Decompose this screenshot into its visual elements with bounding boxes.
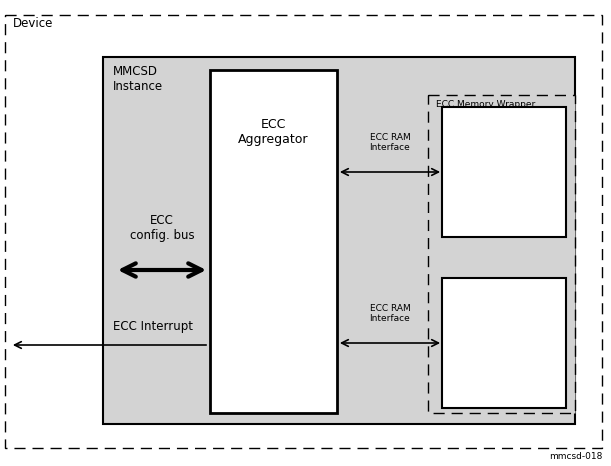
Bar — [103, 57, 575, 424]
Text: 4 KB (512 words × 64-bit): 4 KB (512 words × 64-bit) — [450, 183, 558, 192]
Text: ECC RAM
Interface: ECC RAM Interface — [370, 304, 411, 323]
Text: 4 KB (512 words × 64-bit): 4 KB (512 words × 64-bit) — [450, 354, 558, 363]
Text: RX RAM: RX RAM — [480, 316, 529, 329]
Text: mmcsd-018: mmcsd-018 — [550, 452, 603, 461]
Bar — [442, 107, 566, 237]
Bar — [442, 278, 566, 408]
Text: TX RAM: TX RAM — [480, 145, 528, 158]
Text: Device: Device — [13, 17, 53, 30]
Text: ECC Memory Wrapper: ECC Memory Wrapper — [436, 100, 535, 109]
Bar — [210, 70, 337, 413]
Text: ECC RAM
Interface: ECC RAM Interface — [370, 133, 411, 152]
Text: ECC
Aggregator: ECC Aggregator — [238, 118, 309, 146]
Text: ECC Interrupt: ECC Interrupt — [113, 320, 193, 333]
Text: MMCSD
Instance: MMCSD Instance — [113, 65, 163, 93]
Text: ECC
config. bus: ECC config. bus — [130, 214, 194, 242]
Bar — [428, 95, 575, 413]
